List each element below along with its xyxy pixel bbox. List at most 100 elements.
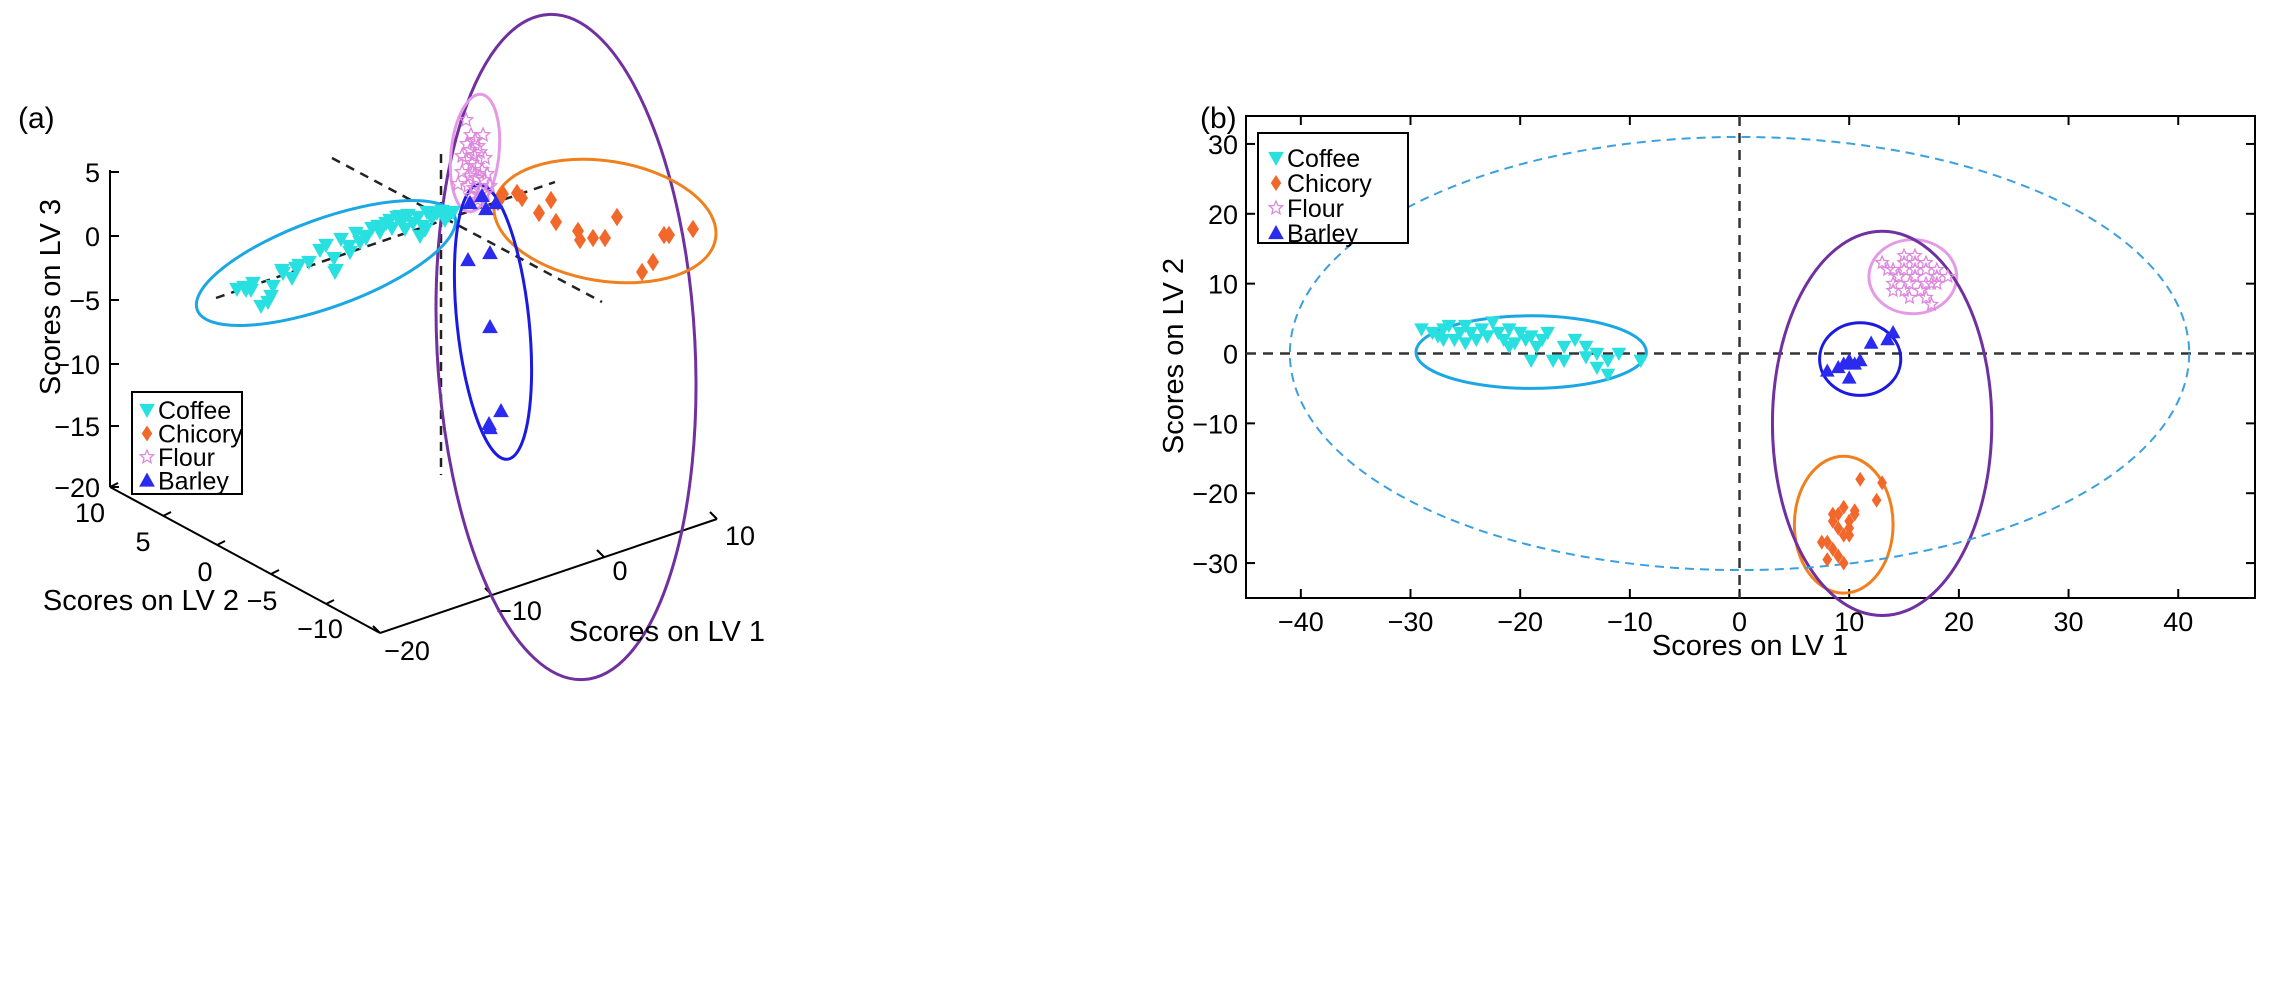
coffee-marker: [263, 289, 279, 305]
legend-marker-b-flour: [1267, 199, 1285, 216]
chicory-marker: [497, 184, 509, 204]
coffee-point: [1633, 354, 1649, 369]
flour-point: [1929, 275, 1945, 291]
coffee-point: [1457, 337, 1473, 351]
flour-point: [1918, 261, 1934, 277]
coffee-point: [1452, 326, 1468, 341]
coffee-point: [1600, 354, 1616, 369]
coffee-point: [1578, 351, 1594, 365]
legend-label-b-barley: Barley: [1287, 220, 1358, 248]
barley-marker: [462, 194, 478, 210]
barley-point: [1819, 363, 1835, 377]
flour-marker: [464, 163, 482, 180]
chicory-marker: [636, 262, 648, 282]
x-tick-label-b: 10: [1834, 607, 1864, 637]
flour-marker: [474, 126, 492, 143]
flour-point: [1912, 282, 1929, 298]
flour-point: [1896, 254, 1912, 270]
barley-marker: [488, 194, 504, 210]
coffee-point: [1474, 323, 1490, 337]
chicory-point: [1827, 506, 1838, 522]
chicory-marker: [687, 219, 699, 239]
z-tick-label: −10: [54, 350, 100, 380]
chicory-point: [1877, 475, 1887, 491]
chicory-point: [1838, 499, 1849, 515]
chicory-marker: [663, 225, 675, 245]
coffee-marker: [410, 210, 426, 226]
chicory-point: [1833, 506, 1844, 522]
chicory-point: [1827, 541, 1838, 557]
panel-label-a: (a): [18, 102, 55, 135]
chicory-point: [1827, 513, 1838, 529]
x-tick-label-b: 20: [1944, 607, 1974, 637]
legend-label-chicory: Chicory: [158, 421, 243, 449]
flour-point: [1918, 254, 1934, 270]
chicory-marker: [572, 221, 584, 241]
z-tick-label: 0: [85, 222, 100, 252]
legend-label-b-coffee: Coffee: [1287, 145, 1360, 173]
flour-point: [1901, 275, 1918, 291]
z-tick-label: −15: [54, 412, 100, 442]
legend-label-b-chicory: Chicory: [1287, 170, 1372, 198]
chicory-point: [1844, 513, 1855, 529]
barley-point: [1885, 325, 1901, 339]
legend-marker-barley: [139, 472, 155, 487]
coffee-point: [1523, 354, 1539, 369]
x-tick-label-b: −30: [1388, 607, 1434, 637]
coffee-point: [1589, 347, 1605, 362]
ellipse-coffee-a: [194, 199, 458, 327]
legend-marker-b-coffee: [1268, 151, 1284, 167]
y-tick-mark: [216, 540, 226, 546]
panel-label-b: (b): [1200, 102, 1237, 135]
flour-point: [1885, 282, 1901, 298]
coffee-point: [1436, 333, 1451, 348]
flour-point: [1896, 261, 1912, 277]
legend-marker-coffee: [139, 403, 155, 419]
y-tick-mark: [162, 511, 172, 517]
ellipse-flour-a: [448, 92, 502, 214]
coffee-point: [1468, 333, 1484, 348]
ellipse-95-confidence: [1288, 135, 2191, 572]
x-tick-label: 10: [725, 521, 755, 551]
ellipse-flour: [1867, 238, 1959, 316]
flour-marker: [457, 111, 475, 128]
barley-point: [1852, 352, 1868, 367]
coffee-marker: [392, 209, 408, 225]
coffee-point: [1441, 319, 1457, 334]
z-tick-label: −20: [54, 473, 100, 503]
chicory-marker: [516, 188, 528, 208]
x-tick-label-b: 40: [2163, 607, 2193, 637]
y-axis-label: Scores on LV 2: [43, 585, 239, 617]
y-tick-label-b: −10: [1192, 409, 1238, 439]
y-axis-line: [109, 486, 381, 634]
y-tick-label: 5: [135, 527, 150, 557]
coffee-marker: [326, 251, 342, 267]
x-tick-label-b: −10: [1607, 607, 1653, 637]
barley-point: [1863, 335, 1879, 349]
chicory-marker: [647, 252, 659, 272]
coffee-point: [1463, 326, 1479, 341]
coffee-marker: [265, 279, 281, 295]
x-tick-label: 0: [612, 556, 627, 586]
flour-marker: [449, 175, 467, 192]
flour-point: [1901, 289, 1918, 305]
coffee-point: [1534, 333, 1550, 348]
flour-point: [1929, 261, 1945, 277]
chicory-marker: [599, 228, 611, 248]
ellipse-chicory: [1792, 454, 1895, 595]
legend-label-b-flour: Flour: [1287, 195, 1344, 223]
flour-point: [1918, 289, 1934, 305]
coffee-point: [1512, 326, 1528, 341]
barley-point: [1841, 352, 1857, 367]
chicory-marker: [611, 207, 623, 227]
coffee-marker: [327, 265, 343, 281]
barley-marker: [482, 244, 498, 260]
coffee-marker: [412, 229, 428, 245]
flour-point: [1912, 282, 1929, 298]
flour-point: [1907, 261, 1923, 277]
flour-point: [1907, 254, 1923, 270]
y-tick-label-b: −30: [1192, 549, 1238, 579]
y-tick-label-b: 0: [1223, 340, 1238, 370]
y-tick-label-b: −20: [1192, 479, 1238, 509]
barley-marker: [482, 318, 498, 334]
